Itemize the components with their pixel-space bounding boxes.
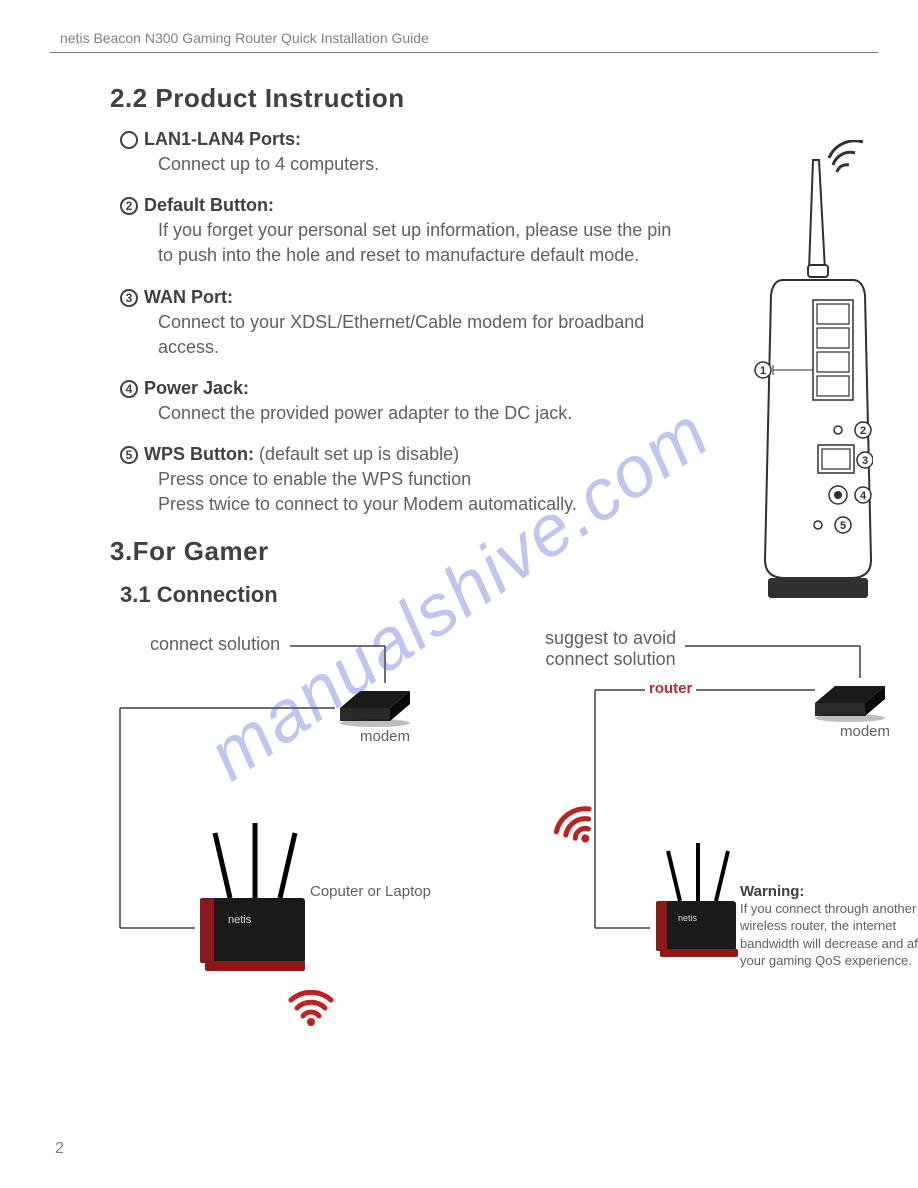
svg-text:netis: netis (678, 913, 698, 923)
warning-title: Warning: (740, 883, 918, 900)
instruction-marker-icon: 3 (120, 289, 138, 307)
svg-text:2: 2 (860, 425, 866, 437)
connection-diagrams: connect solution modem netis (90, 628, 878, 1048)
page-number: 2 (55, 1140, 64, 1158)
router-back-diagram: 1 2 3 4 5 (713, 140, 873, 610)
warning-block: Warning: If you connect through another … (740, 883, 918, 970)
instruction-marker-icon: 5 (120, 446, 138, 464)
instruction-marker-icon: 2 (120, 197, 138, 215)
computer-label: Coputer or Laptop (310, 883, 431, 900)
instruction-list: LAN1-LAN4 Ports: Connect up to 4 compute… (120, 129, 680, 518)
modem-icon (335, 673, 415, 733)
instruction-item: 4 Power Jack: Connect the provided power… (120, 378, 680, 426)
instruction-label: LAN1-LAN4 Ports: (144, 129, 301, 149)
page-header: netis Beacon N300 Gaming Router Quick In… (50, 30, 878, 53)
router-label: router (645, 680, 696, 697)
netis-router-icon: netis (640, 843, 755, 973)
modem-label: modem (840, 723, 890, 740)
instruction-marker-icon (120, 131, 138, 149)
avoid-solution-title: suggest to avoid connect solution (545, 628, 676, 670)
netis-router-icon: netis (180, 823, 330, 988)
warning-text: If you connect through another wireless … (740, 900, 918, 970)
instruction-desc: Connect the provided power adapter to th… (158, 401, 680, 426)
instruction-item: 3 WAN Port: Connect to your XDSL/Etherne… (120, 287, 680, 360)
instruction-label: Default Button: (144, 195, 274, 215)
instruction-desc: Connect up to 4 computers. (158, 152, 680, 177)
modem-label: modem (360, 728, 410, 745)
instruction-item: LAN1-LAN4 Ports: Connect up to 4 compute… (120, 129, 680, 177)
instruction-desc: Connect to your XDSL/Ethernet/Cable mode… (158, 310, 680, 360)
section-2-2-title: 2.2 Product Instruction (110, 83, 878, 114)
svg-text:netis: netis (228, 914, 252, 926)
svg-text:4: 4 (860, 490, 867, 502)
instruction-marker-icon: 4 (120, 380, 138, 398)
instruction-item: 5 WPS Button: (default set up is disable… (120, 444, 680, 517)
instruction-desc: If you forget your personal set up infor… (158, 218, 680, 268)
svg-text:5: 5 (840, 520, 846, 532)
instruction-desc: Press once to enable the WPS function Pr… (158, 467, 680, 517)
instruction-label: Power Jack: (144, 378, 249, 398)
instruction-item: 2 Default Button: If you forget your per… (120, 195, 680, 268)
instruction-label: WPS Button: (144, 444, 254, 464)
wifi-icon (285, 978, 335, 1033)
instruction-note: (default set up is disable) (254, 444, 459, 464)
instruction-label: WAN Port: (144, 287, 233, 307)
connect-solution-title: connect solution (150, 634, 280, 655)
modem-icon (810, 668, 890, 728)
svg-text:1: 1 (760, 365, 766, 377)
svg-text:3: 3 (862, 455, 868, 467)
